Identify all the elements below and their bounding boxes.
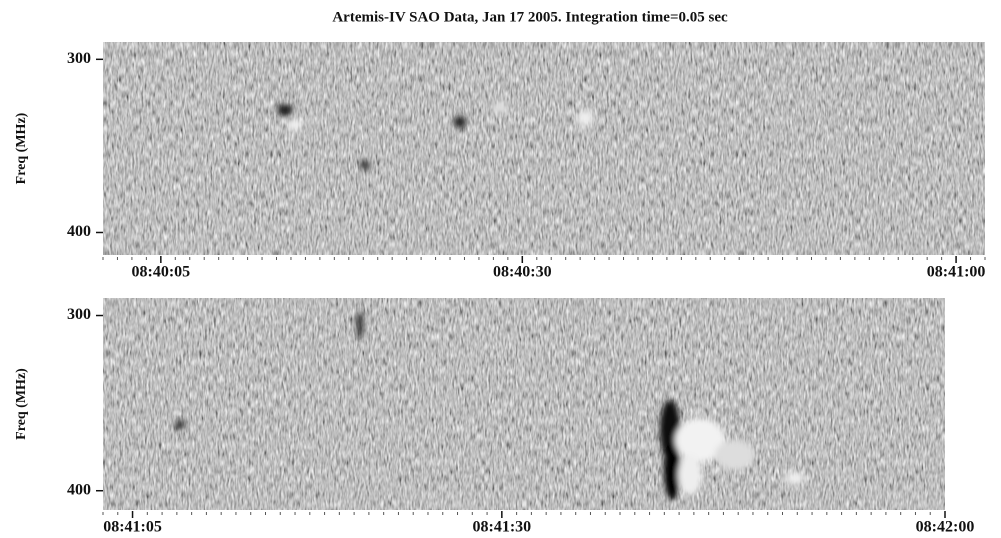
burst-feature — [454, 116, 466, 128]
y-tick-label: 400 — [67, 223, 91, 240]
chart-title: Artemis-IV SAO Data, Jan 17 2005. Integr… — [332, 9, 728, 25]
y-axis-label: Freq (MHz) — [14, 368, 29, 440]
y-tick-label: 400 — [67, 481, 91, 498]
spectrogram-image — [103, 42, 985, 255]
spectrogram-image — [103, 298, 945, 510]
x-tick-label: 08:41:00 — [927, 264, 986, 281]
burst-feature — [175, 420, 185, 430]
y-tick-label: 300 — [67, 50, 91, 67]
spectrogram-features — [277, 102, 593, 170]
burst-feature — [357, 310, 363, 340]
burst-feature — [577, 110, 593, 126]
burst-feature — [785, 472, 805, 484]
x-tick-label: 08:41:05 — [103, 519, 162, 536]
burst-feature — [675, 418, 725, 462]
x-tick-label: 08:41:30 — [473, 519, 532, 536]
burst-feature — [492, 102, 508, 114]
spectrogram-features — [175, 310, 805, 500]
burst-feature — [715, 440, 755, 470]
x-tick-label: 08:40:05 — [132, 264, 191, 281]
y-tick-label: 300 — [67, 306, 91, 323]
x-tick-label: 08:40:30 — [493, 264, 552, 281]
burst-feature — [664, 440, 680, 500]
burst-feature — [277, 104, 293, 116]
y-axis-label: Freq (MHz) — [14, 112, 29, 184]
burst-feature — [678, 455, 702, 495]
x-tick-label: 08:42:00 — [916, 519, 975, 536]
burst-feature — [287, 119, 303, 131]
burst-feature — [360, 160, 370, 170]
